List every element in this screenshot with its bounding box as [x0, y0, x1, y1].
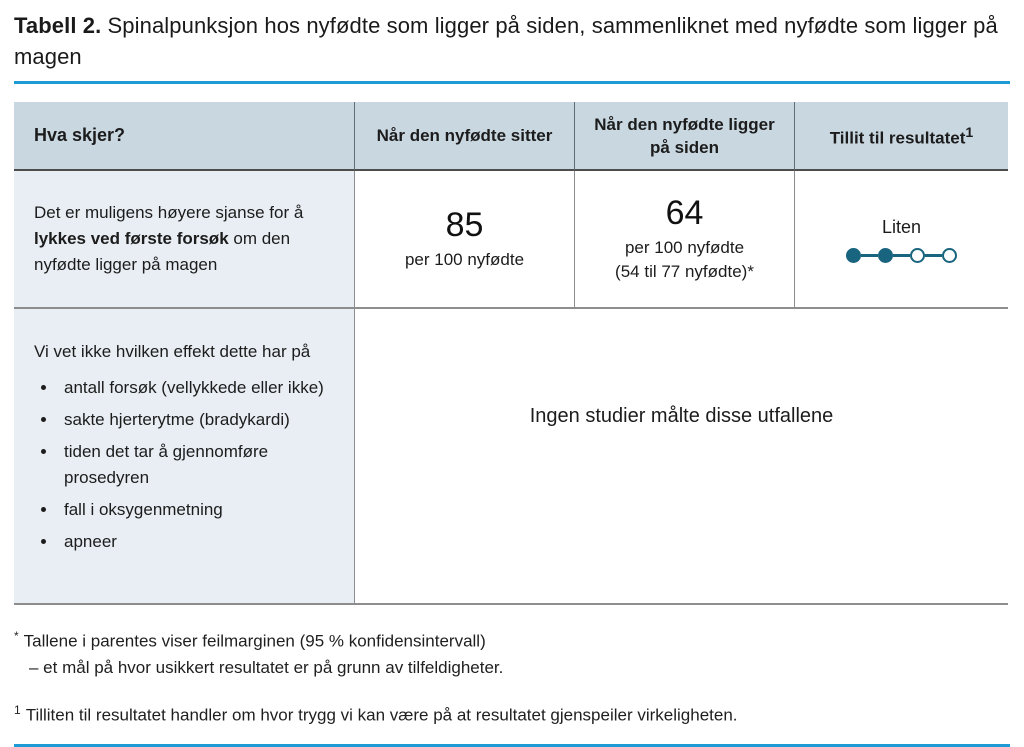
header-confidence-label: Tillit til resultatet [829, 128, 966, 148]
list-item: apneer [58, 529, 330, 555]
outcome-text-pre: Det er muligens høyere sjanse for å [34, 203, 304, 222]
table-title-text: Spinalpunksjon hos nyfødte som ligger på… [14, 13, 998, 69]
outcome-success-text: Det er muligens høyere sjanse for å lykk… [34, 200, 330, 278]
sitting-result-cell: 85 per 100 nyfødte [355, 171, 575, 309]
confidence-dot-filled [846, 248, 861, 263]
list-item: sakte hjerterytme (bradykardi) [58, 407, 330, 433]
unknown-effects-intro: Vi vet ikke hvilken effekt dette har på [34, 342, 311, 361]
outcome-success-first-try-cell: Det er muligens høyere sjanse for å lykk… [14, 171, 355, 309]
footnote-margin-line1: Tallene i parentes viser feilmarginen (9… [23, 631, 486, 651]
table-title-label: Tabell 2. [14, 13, 102, 38]
sitting-value: 85 [445, 206, 484, 244]
footnote-confidence-explainer: 1 Tilliten til resultatet handler om hvor… [14, 697, 1010, 729]
header-newborn-sitting: Når den nyfødte sitter [355, 102, 575, 171]
confidence-dot-empty [910, 248, 925, 263]
top-divider-rule [14, 81, 1010, 84]
list-item: tiden det tar å gjennomføre prosedyren [58, 439, 330, 491]
side-confidence-interval: (54 til 77 nyfødte)* [615, 262, 754, 281]
table-title: Tabell 2. Spinalpunksjon hos nyfødte som… [14, 10, 1010, 72]
sitting-unit: per 100 nyfødte [404, 250, 525, 269]
header-newborn-side: Når den nyfødte ligger på siden [575, 102, 795, 171]
footnote-confidence-text: Tilliten til resultatet handler om hvor … [25, 705, 738, 725]
list-item: fall i oksygenmetning [58, 497, 330, 523]
header-what-happens: Hva skjer? [14, 102, 355, 171]
side-result-cell: 64 per 100 nyfødte (54 til 77 nyfødte)* [575, 171, 795, 309]
footnote-asterisk-marker: * [14, 629, 19, 643]
footnote-one-marker: 1 [14, 702, 21, 717]
side-value: 64 [665, 194, 704, 232]
no-studies-cell: Ingen studier målte disse utfallene [355, 309, 1008, 605]
confidence-dot-connector [861, 254, 878, 257]
unknown-effects-list: antall forsøk (vellykkede eller ikke) sa… [34, 375, 330, 555]
confidence-dot-filled [878, 248, 893, 263]
confidence-dot-empty [942, 248, 957, 263]
outcome-text-post: om den nyfødte ligger på magen [34, 229, 291, 274]
side-unit: per 100 nyfødte [624, 238, 745, 257]
footnotes: * Tallene i parentes viser feilmarginen (… [14, 623, 1010, 728]
findings-table: Hva skjer? Når den nyfødte sitter Når de… [14, 102, 1008, 605]
confidence-dots-icon [846, 248, 957, 263]
outcome-text-bold: lykkes ved første forsøk [34, 229, 229, 248]
list-item: antall forsøk (vellykkede eller ikke) [58, 375, 330, 401]
footnote-margin-of-error: * Tallene i parentes viser feilmarginen (… [14, 623, 1010, 681]
confidence-label: Liten [881, 217, 922, 237]
confidence-dot-connector [925, 254, 942, 257]
header-confidence: Tillit til resultatet1 [795, 102, 1008, 171]
footnote-margin-line2: – et mål på hvor usikkert resultatet er … [29, 657, 504, 677]
unknown-effects-cell: Vi vet ikke hvilken effekt dette har på … [14, 309, 355, 605]
confidence-cell: Liten [795, 171, 1008, 309]
confidence-dot-connector [893, 254, 910, 257]
header-confidence-footnote-marker: 1 [965, 124, 974, 141]
